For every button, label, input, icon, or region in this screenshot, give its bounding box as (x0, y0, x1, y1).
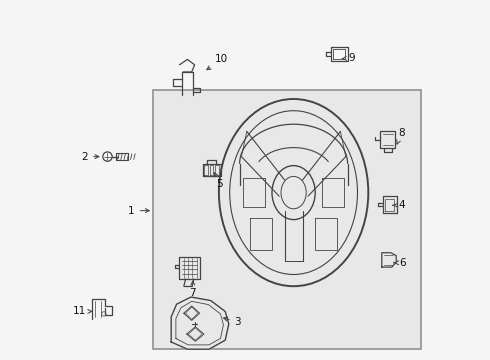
Text: 6: 6 (394, 258, 406, 268)
Text: 9: 9 (342, 53, 354, 63)
Text: 7: 7 (190, 281, 196, 298)
Polygon shape (171, 297, 229, 349)
Text: 10: 10 (207, 54, 228, 70)
Text: 3: 3 (223, 317, 241, 327)
Text: 4: 4 (392, 200, 405, 210)
Text: 5: 5 (214, 173, 223, 189)
Text: 1: 1 (128, 206, 149, 216)
FancyBboxPatch shape (153, 90, 421, 349)
Text: 8: 8 (397, 128, 405, 144)
Text: 2: 2 (81, 152, 99, 162)
Text: 11: 11 (73, 306, 92, 316)
